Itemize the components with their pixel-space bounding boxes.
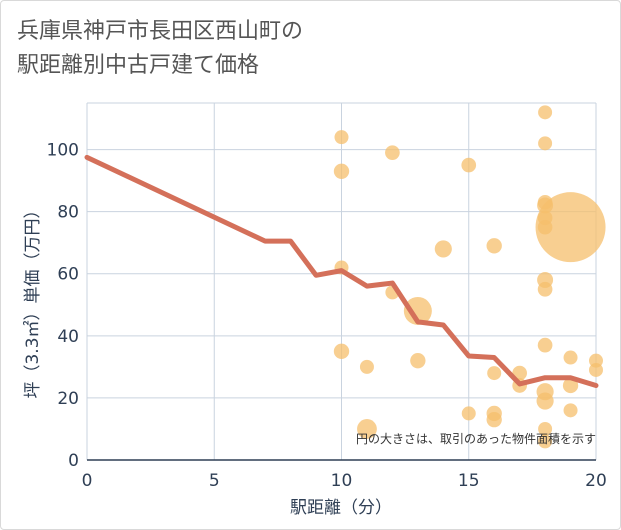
bubble-point [461,406,476,421]
bubble-point [333,163,350,179]
bubble-point [537,337,553,353]
y-tick-label: 0 [68,451,79,471]
y-tick-label: 40 [57,327,79,347]
bubble-point [434,240,452,258]
bubble-point [487,366,502,381]
grid [86,102,597,461]
y-tick-label: 100 [47,141,79,161]
bubble-point [563,403,578,418]
bubble-point [562,377,579,394]
x-tick-label: 15 [458,471,480,491]
bubble-point [486,411,502,428]
x-tick-label: 5 [209,471,220,491]
bubble-size-note: 円の大きさは、取引のあった物件面積を示す [356,431,596,446]
bubble-point [535,192,606,263]
bubble-point [385,145,400,161]
y-axis-title: 坪（3.3㎡）単価（万円） [23,201,43,398]
x-tick-label: 20 [585,471,607,491]
bubble-point [538,421,553,436]
bubble-point [538,434,553,449]
bubble-point [410,352,426,369]
y-tick-label: 80 [57,203,79,223]
chart-title-line1: 兵庫県神戸市長田区西山町の [17,19,304,44]
chart-title-line2: 駅距離別中古戸建て価格 [17,53,260,78]
x-tick-label: 0 [82,471,93,491]
chart-title: 兵庫県神戸市長田区西山町の 駅距離別中古戸建て価格 [17,15,577,83]
bubble-point [359,359,374,374]
bubble-point [536,392,554,410]
trend-line-group [84,154,599,388]
bubble-point [538,136,553,151]
bubble-point [403,296,432,325]
bubble-point [538,105,553,120]
bubble-point [461,157,477,173]
trend-line [84,154,599,388]
bubble-point [486,238,502,254]
bubble-point [334,130,349,145]
bubble-point [333,343,350,360]
bubble-point [589,362,603,377]
x-tick-label: 10 [331,471,353,491]
x-axis-ticks: 0 5 10 15 20 [82,471,607,491]
bubble-point [537,281,553,297]
y-tick-label: 60 [57,265,79,285]
x-axis-title: 駅距離（分） [290,498,392,518]
bubble-point [357,419,377,439]
y-axis-ticks: 0 20 40 60 80 100 [47,141,79,471]
y-tick-label: 20 [57,389,79,409]
bubble-point [563,350,578,365]
